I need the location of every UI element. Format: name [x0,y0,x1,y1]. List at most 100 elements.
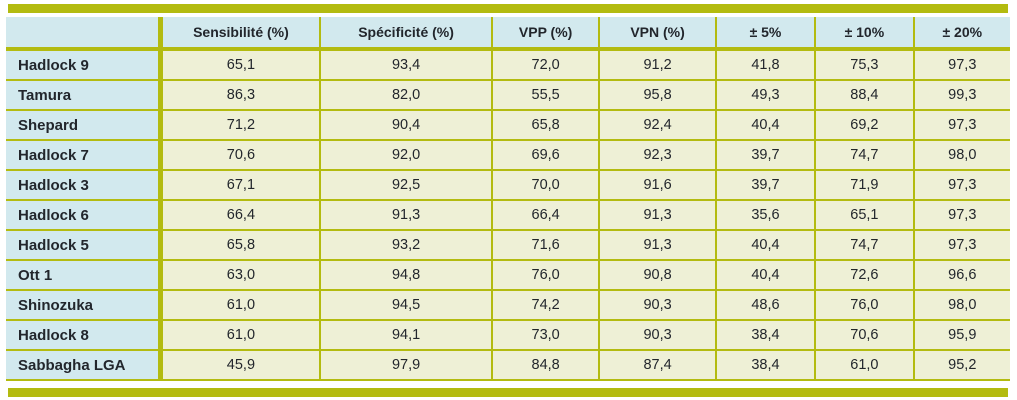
data-cell: 90,3 [600,321,717,351]
row-label: Shinozuka [6,291,163,321]
data-cell: 65,1 [816,201,915,231]
data-cell: 88,4 [816,81,915,111]
col-header-sensibilite: Sensibilité (%) [162,17,322,51]
data-cell: 35,6 [716,201,817,231]
data-cell: 97,3 [914,201,1010,231]
data-cell: 63,0 [162,261,322,291]
data-cell: 74,2 [492,291,601,321]
data-cell: 97,3 [914,231,1010,261]
data-cell: 97,9 [321,351,493,381]
data-cell: 92,0 [321,141,493,171]
data-cell: 90,8 [600,261,717,291]
data-cell: 91,3 [600,201,717,231]
data-cell: 40,4 [716,231,817,261]
data-cell: 71,9 [816,171,915,201]
table-row: Ott 1 63,0 94,8 76,0 90,8 40,4 72,6 96,6 [6,261,1010,291]
data-cell: 92,4 [600,111,717,141]
data-cell: 69,2 [816,111,915,141]
data-cell: 72,0 [492,51,601,81]
data-cell: 71,6 [492,231,601,261]
data-cell: 93,4 [321,51,493,81]
data-cell: 74,7 [816,231,915,261]
table-row: Hadlock 3 67,1 92,5 70,0 91,6 39,7 71,9 … [6,171,1010,201]
data-cell: 67,1 [162,171,322,201]
data-cell: 61,0 [816,351,915,381]
data-cell: 97,3 [914,111,1010,141]
data-cell: 40,4 [716,261,817,291]
data-cell: 95,2 [914,351,1010,381]
data-cell: 92,5 [321,171,493,201]
data-cell: 70,0 [492,171,601,201]
data-cell: 75,3 [816,51,915,81]
col-header-pm20: ± 20% [914,17,1010,51]
col-header-pm5: ± 5% [716,17,817,51]
col-header-empty [6,17,163,51]
table-row: Shinozuka 61,0 94,5 74,2 90,3 48,6 76,0 … [6,291,1010,321]
data-cell: 86,3 [162,81,322,111]
data-cell: 99,3 [914,81,1010,111]
data-cell: 40,4 [716,111,817,141]
row-label: Hadlock 9 [6,51,163,81]
data-cell: 94,5 [321,291,493,321]
data-cell: 41,8 [716,51,817,81]
data-cell: 65,8 [492,111,601,141]
data-cell: 70,6 [162,141,322,171]
data-cell: 91,6 [600,171,717,201]
col-header-vpn: VPN (%) [600,17,717,51]
data-cell: 92,3 [600,141,717,171]
data-cell: 98,0 [914,291,1010,321]
metrics-table: Sensibilité (%) Spécificité (%) VPP (%) … [6,17,1010,381]
header-row: Sensibilité (%) Spécificité (%) VPP (%) … [6,17,1010,51]
row-label: Sabbagha LGA [6,351,163,381]
table-row: Hadlock 7 70,6 92,0 69,6 92,3 39,7 74,7 … [6,141,1010,171]
table-row: Tamura 86,3 82,0 55,5 95,8 49,3 88,4 99,… [6,81,1010,111]
row-label: Hadlock 7 [6,141,163,171]
data-cell: 61,0 [162,321,322,351]
data-cell: 72,6 [816,261,915,291]
data-cell: 95,9 [914,321,1010,351]
data-cell: 55,5 [492,81,601,111]
row-label: Hadlock 3 [6,171,163,201]
data-cell: 90,3 [600,291,717,321]
row-label: Shepard [6,111,163,141]
data-cell: 94,8 [321,261,493,291]
data-cell: 45,9 [162,351,322,381]
data-cell: 61,0 [162,291,322,321]
data-cell: 84,8 [492,351,601,381]
col-header-specificite: Spécificité (%) [321,17,493,51]
data-cell: 93,2 [321,231,493,261]
data-cell: 76,0 [816,291,915,321]
data-cell: 97,3 [914,51,1010,81]
table-row: Shepard 71,2 90,4 65,8 92,4 40,4 69,2 97… [6,111,1010,141]
data-cell: 98,0 [914,141,1010,171]
table-row: Hadlock 6 66,4 91,3 66,4 91,3 35,6 65,1 … [6,201,1010,231]
table-row: Hadlock 5 65,8 93,2 71,6 91,3 40,4 74,7 … [6,231,1010,261]
col-header-pm10: ± 10% [816,17,915,51]
data-cell: 90,4 [321,111,493,141]
table-row: Hadlock 9 65,1 93,4 72,0 91,2 41,8 75,3 … [6,51,1010,81]
table-header: Sensibilité (%) Spécificité (%) VPP (%) … [6,17,1010,51]
data-cell: 39,7 [716,171,817,201]
data-cell: 73,0 [492,321,601,351]
col-header-vpp: VPP (%) [492,17,601,51]
row-label: Hadlock 8 [6,321,163,351]
data-cell: 91,3 [321,201,493,231]
data-cell: 76,0 [492,261,601,291]
bottom-rule [8,388,1008,397]
table-row: Sabbagha LGA 45,9 97,9 84,8 87,4 38,4 61… [6,351,1010,381]
top-rule [8,4,1008,13]
data-cell: 65,8 [162,231,322,261]
data-cell: 87,4 [600,351,717,381]
data-cell: 97,3 [914,171,1010,201]
data-cell: 38,4 [716,321,817,351]
data-cell: 94,1 [321,321,493,351]
table-row: Hadlock 8 61,0 94,1 73,0 90,3 38,4 70,6 … [6,321,1010,351]
row-label: Ott 1 [6,261,163,291]
data-cell: 91,3 [600,231,717,261]
data-cell: 48,6 [716,291,817,321]
data-cell: 65,1 [162,51,322,81]
data-cell: 82,0 [321,81,493,111]
row-label: Hadlock 5 [6,231,163,261]
row-label: Hadlock 6 [6,201,163,231]
